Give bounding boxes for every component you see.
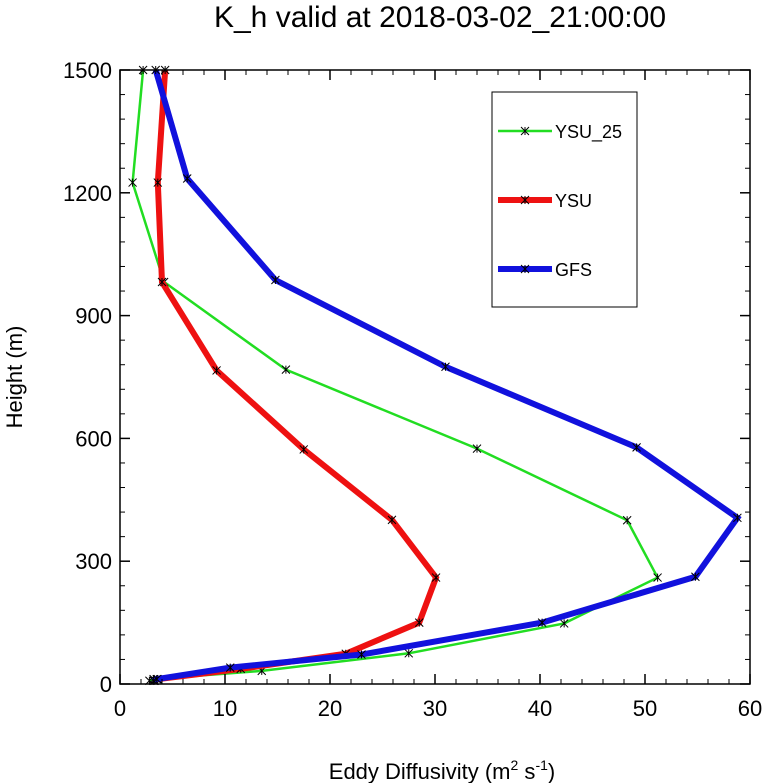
y-axis: 0 300 600 900 1200 1500 <box>63 58 750 697</box>
data-point-ysu <box>299 445 309 454</box>
data-point-ysu-25 <box>622 515 632 525</box>
x-axis-title-sup1: 2 <box>511 757 519 773</box>
legend-marker-ysu-25 <box>520 126 530 136</box>
data-point-ysu <box>157 277 167 287</box>
series-line-gfs <box>152 69 742 684</box>
x-tick-label: 20 <box>318 696 342 721</box>
x-tick-label: 30 <box>423 696 447 721</box>
data-point-gfs <box>152 674 162 684</box>
series-ysu <box>150 65 441 686</box>
data-point-gfs <box>441 362 450 372</box>
x-tick-label: 50 <box>633 696 657 721</box>
series-gfs <box>149 65 742 686</box>
series-line-ysu <box>153 69 440 684</box>
data-point-gfs <box>271 275 280 285</box>
data-point-gfs <box>733 513 742 523</box>
data-point-gfs <box>537 618 547 627</box>
data-point-ysu-25 <box>128 178 137 187</box>
y-axis-title: Height (m) <box>2 326 27 429</box>
legend: YSU_25 YSU GFS <box>491 91 638 308</box>
legend-marker-ysu <box>520 195 530 205</box>
data-point-ysu-25 <box>559 619 569 628</box>
x-tick-label: 0 <box>114 696 126 721</box>
y-tick-label: 900 <box>75 304 112 329</box>
plot-frame <box>119 69 751 685</box>
x-axis: 0 10 20 30 40 50 60 <box>114 70 762 721</box>
legend-label-ysu: YSU <box>555 191 592 211</box>
data-point-ysu-25 <box>404 648 414 658</box>
data-point-ysu <box>387 515 397 525</box>
x-tick-label: 40 <box>528 696 552 721</box>
x-axis-title-sup2: -1 <box>535 757 548 773</box>
data-point-ysu <box>212 366 221 375</box>
data-point-ysu <box>431 573 441 582</box>
y-tick-label: 600 <box>75 426 112 451</box>
data-point-gfs <box>632 443 641 452</box>
data-point-ysu <box>153 178 163 187</box>
y-tick-label: 1200 <box>63 181 112 206</box>
data-point-gfs <box>357 650 366 659</box>
x-tick-label: 60 <box>738 696 762 721</box>
data-point-gfs <box>691 572 700 582</box>
chart-title: K_h valid at 2018-03-02_21:00:00 <box>214 1 666 34</box>
data-point-gfs <box>225 663 235 672</box>
data-point-ysu <box>414 618 424 627</box>
x-tick-label: 10 <box>213 696 237 721</box>
y-tick-label: 300 <box>75 549 112 574</box>
y-tick-label: 1500 <box>63 58 112 83</box>
legend-label-ysu-25: YSU_25 <box>555 122 622 143</box>
x-axis-title: Eddy Diffusivity (m2 s-1) <box>329 757 555 783</box>
y-tick-label: 0 <box>100 672 112 697</box>
legend-label-gfs: GFS <box>555 260 592 280</box>
data-point-ysu-25 <box>472 444 482 453</box>
data-point-ysu-25 <box>281 365 291 374</box>
plot-area <box>128 65 742 686</box>
legend-marker-gfs <box>520 264 530 274</box>
data-point-ysu-25 <box>653 573 662 582</box>
data-point-gfs <box>182 174 192 183</box>
